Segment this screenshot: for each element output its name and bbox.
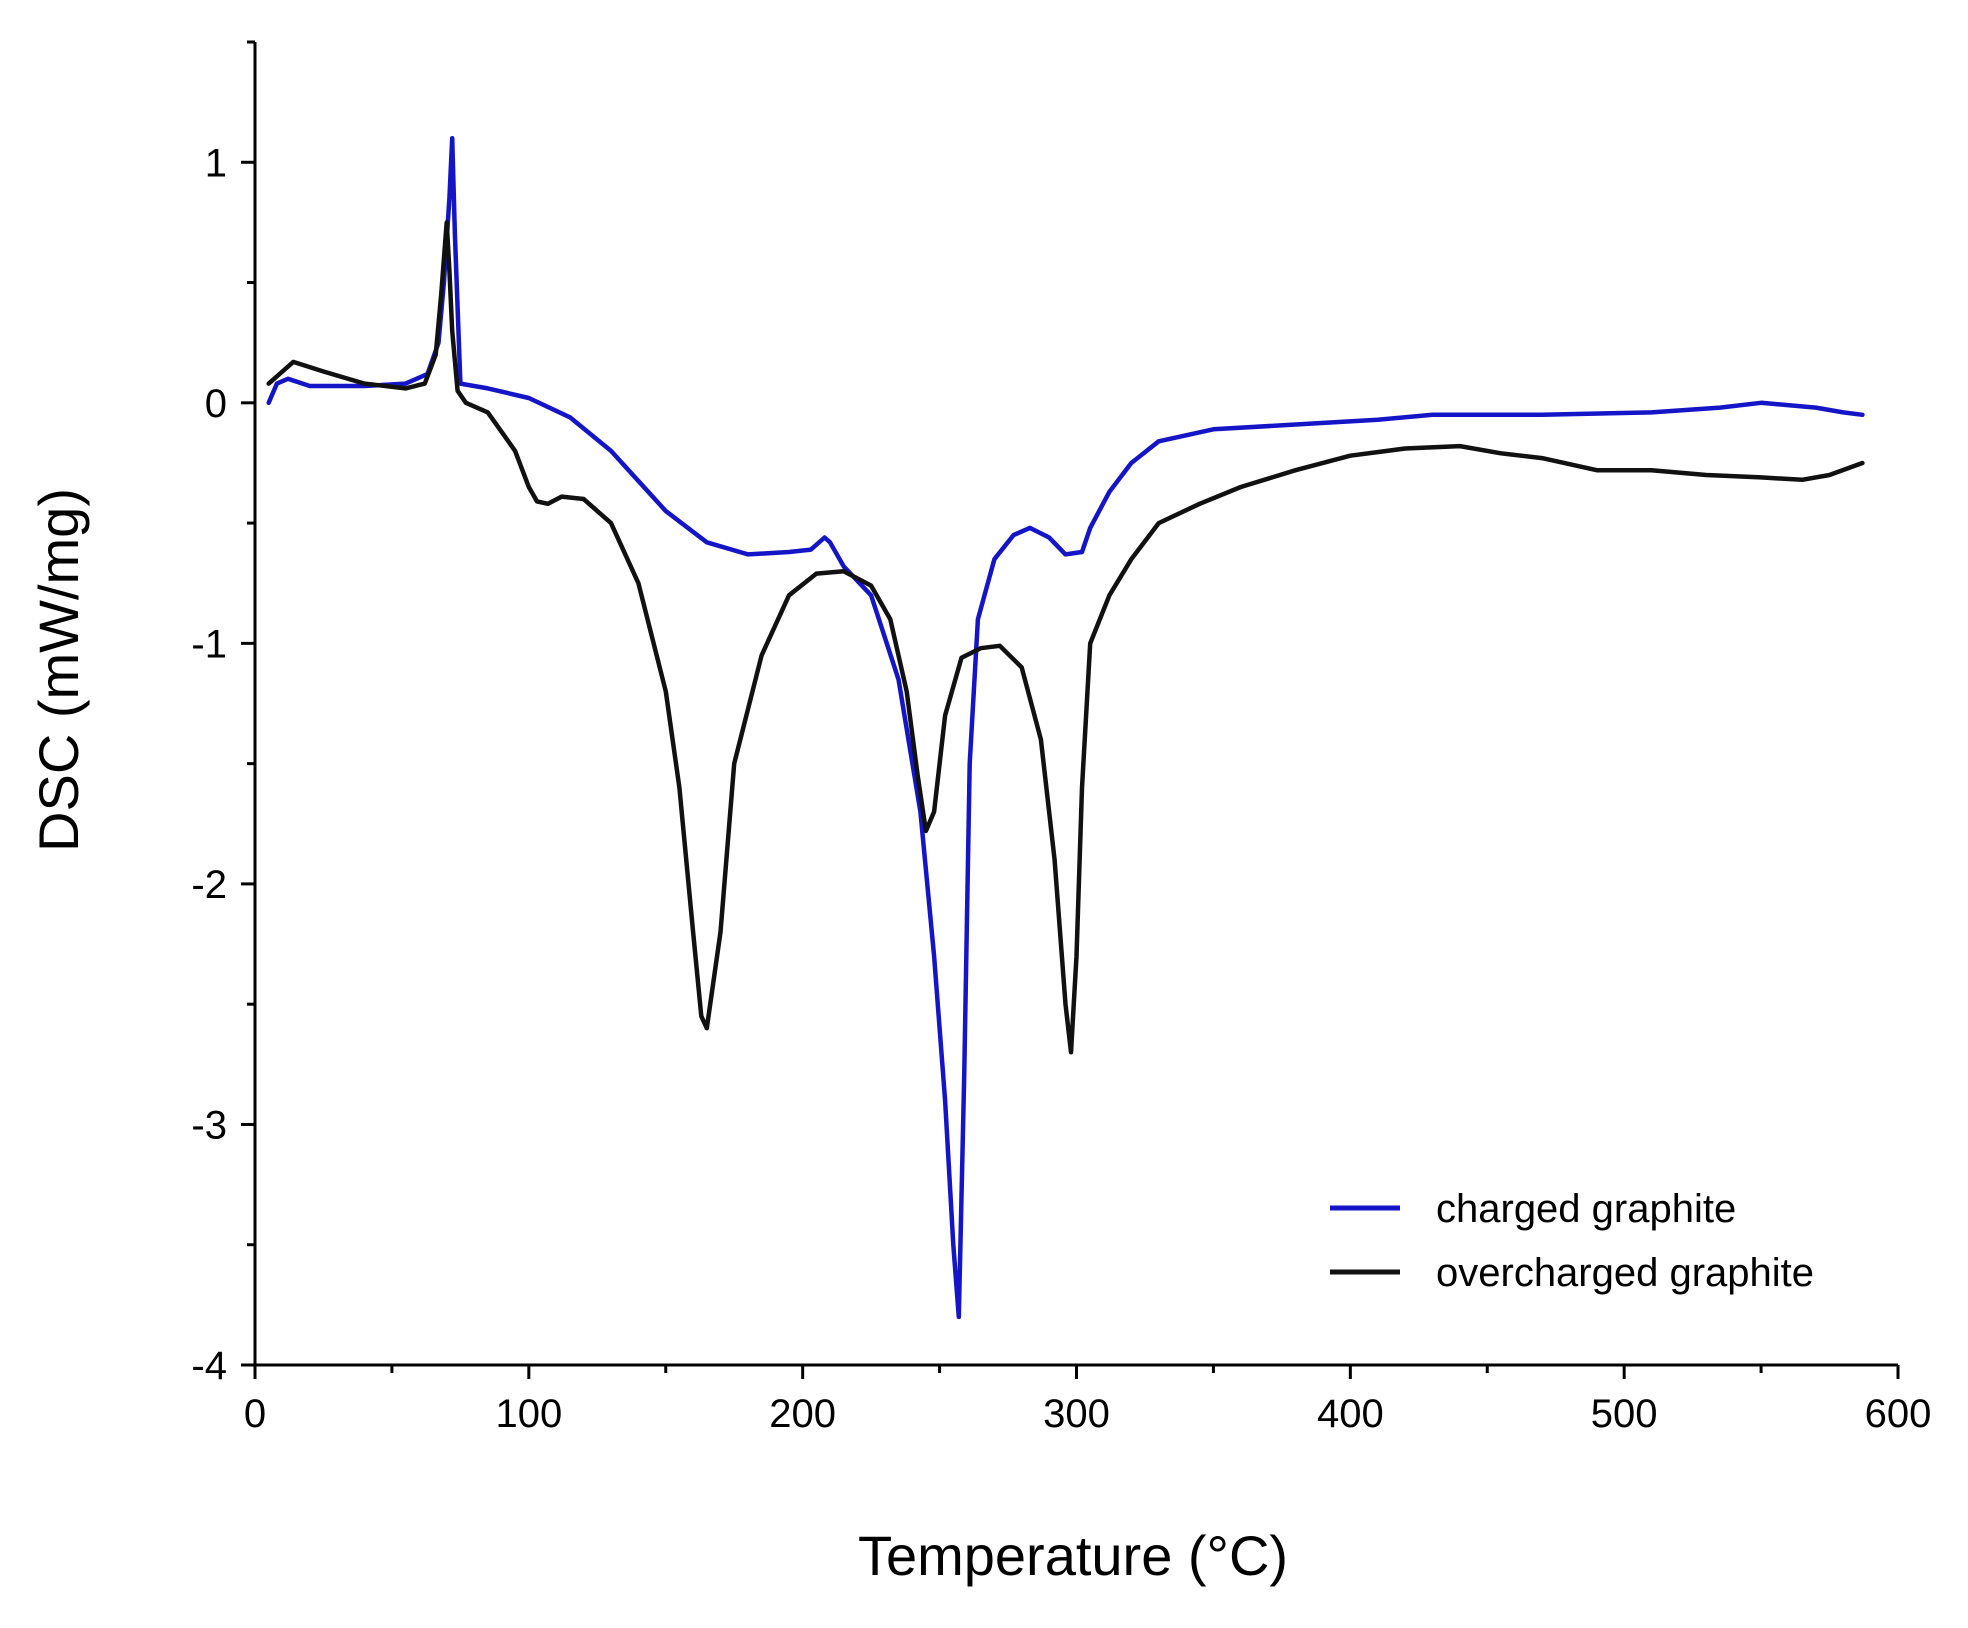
y-tick-label: 1 — [205, 141, 227, 185]
x-axis-title: Temperature (°C) — [858, 1524, 1288, 1587]
y-tick-label: -3 — [191, 1103, 227, 1147]
legend-label-overcharged-graphite: overcharged graphite — [1436, 1251, 1814, 1295]
series-layer — [266, 135, 1865, 1320]
series-line-charged-graphite — [266, 135, 1865, 1320]
x-tick-label: 0 — [244, 1392, 266, 1436]
axes: 0 100 200 300 400 500 600 -4 -3 -2 -1 0 1 — [191, 40, 1932, 1436]
x-tick-label: 200 — [769, 1392, 836, 1436]
y-axis-title: DSC (mW/mg) — [27, 488, 90, 852]
x-tick-label: 100 — [495, 1392, 562, 1436]
series-line-overcharged-graphite — [266, 220, 1865, 1055]
legend: charged graphite overcharged graphite — [1330, 1187, 1814, 1295]
x-tick-label: 600 — [1865, 1392, 1932, 1436]
y-tick-label: -2 — [191, 863, 227, 907]
y-tick-label: -1 — [191, 622, 227, 666]
x-tick-label: 300 — [1043, 1392, 1110, 1436]
legend-label-charged-graphite: charged graphite — [1436, 1187, 1736, 1231]
y-tick-label: 0 — [205, 382, 227, 426]
y-tick-label: -4 — [191, 1344, 227, 1388]
x-tick-label: 400 — [1317, 1392, 1384, 1436]
x-tick-label: 500 — [1591, 1392, 1658, 1436]
